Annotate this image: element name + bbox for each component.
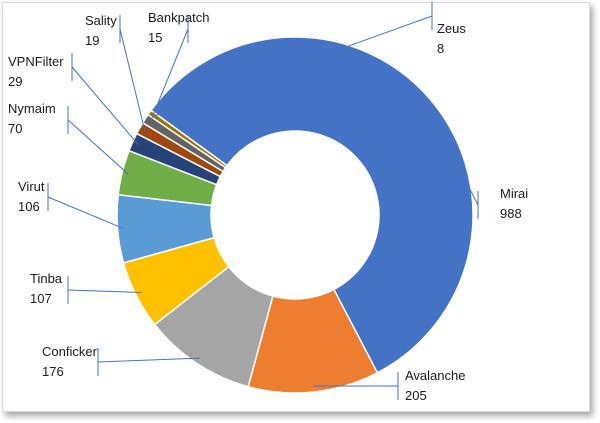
label-value-vpnfilter: 29 xyxy=(8,74,22,89)
label-value-sality: 19 xyxy=(85,33,99,48)
label-value-conficker: 176 xyxy=(42,364,64,379)
label-value-avalanche: 205 xyxy=(405,388,427,403)
leader-virut xyxy=(47,196,124,230)
label-value-tinba: 107 xyxy=(30,291,52,306)
label-name-vpnfilter: VPNFilter xyxy=(8,54,64,69)
label-name-bankpatch: Bankpatch xyxy=(148,10,209,25)
slice-mirai xyxy=(149,36,474,374)
leader-tinba xyxy=(67,289,142,294)
leader-nymaim xyxy=(67,119,129,175)
label-name-tinba: Tinba xyxy=(30,271,63,286)
label-value-bankpatch: 15 xyxy=(148,30,162,45)
leader-zeus xyxy=(154,15,433,117)
label-name-virut: Virut xyxy=(18,179,45,194)
leader-conficker xyxy=(97,357,200,363)
label-name-conficker: Conficker xyxy=(42,344,98,359)
leader-mirai xyxy=(424,102,479,206)
label-name-avalanche: Avalanche xyxy=(405,368,465,383)
label-name-zeus: Zeus xyxy=(437,21,466,36)
leader-sality xyxy=(119,28,146,132)
label-value-nymaim: 70 xyxy=(8,121,22,136)
label-value-mirai: 988 xyxy=(500,206,522,221)
slice-zeus xyxy=(146,109,229,169)
label-name-sality: Sality xyxy=(85,13,117,28)
leader-lines xyxy=(47,2,479,400)
leader-vpnfilter xyxy=(71,66,139,145)
label-value-zeus: 8 xyxy=(437,41,444,56)
donut-slices xyxy=(116,36,474,394)
label-name-mirai: Mirai xyxy=(500,186,528,201)
label-name-nymaim: Nymaim xyxy=(8,101,56,116)
leader-bankpatch xyxy=(149,28,189,123)
label-value-virut: 106 xyxy=(18,199,40,214)
data-labels: Mirai 988 Avalanche 205 Conficker 176 Tinba 107… xyxy=(8,10,528,403)
